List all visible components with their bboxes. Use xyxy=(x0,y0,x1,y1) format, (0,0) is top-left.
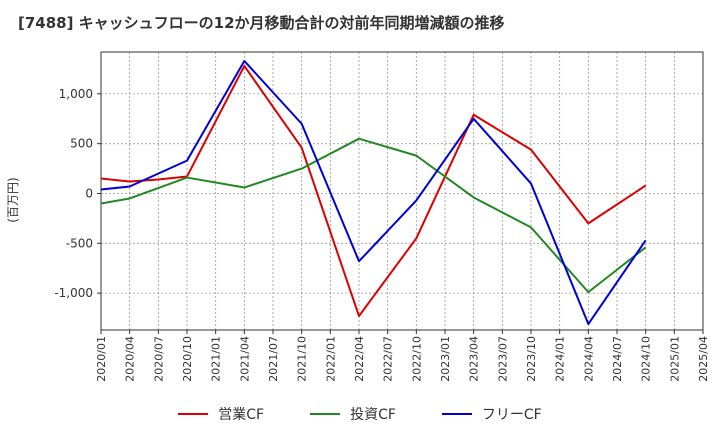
axes: 1,000 500 0 -500 -1,000 2020/01 2020/04 2020/07… xyxy=(54,51,710,382)
legend-swatch-free-cf xyxy=(441,413,472,415)
legend-swatch-operating-cf xyxy=(178,413,209,415)
x-tick-label: 2023/07 xyxy=(496,336,509,382)
series-line-0 xyxy=(100,64,647,318)
x-tick-label: 2022/07 xyxy=(382,336,395,382)
x-tick-label: 2021/01 xyxy=(210,336,223,382)
x-tick-label: 2020/07 xyxy=(152,336,165,382)
x-tick-label: 2022/04 xyxy=(353,336,366,382)
x-tick-label: 2025/04 xyxy=(697,336,710,382)
y-tick-label: 1,000 xyxy=(59,87,93,101)
x-tick-label: 2023/04 xyxy=(468,336,481,382)
y-tick-label: -1,000 xyxy=(54,286,93,300)
legend-label-operating-cf: 営業CF xyxy=(218,407,265,423)
legend-item-free-cf: フリーCF xyxy=(441,404,542,424)
y-tick-label: 500 xyxy=(70,137,93,151)
x-tick-label: 2025/01 xyxy=(668,336,681,382)
legend-swatch-investing-cf xyxy=(310,413,341,415)
series-lines xyxy=(100,59,647,326)
series-line-1 xyxy=(100,137,647,294)
x-tick-label: 2024/04 xyxy=(582,336,595,382)
y-tick-label: -500 xyxy=(66,236,93,250)
x-tick-label: 2024/01 xyxy=(554,336,567,382)
x-tick-label: 2024/07 xyxy=(611,336,624,382)
legend-label-investing-cf: 投資CF xyxy=(350,407,396,423)
x-tick-label: 2023/01 xyxy=(439,336,452,382)
x-tick-label: 2021/07 xyxy=(267,336,280,382)
series-line-2 xyxy=(100,59,647,326)
x-tick-label: 2023/10 xyxy=(525,336,538,382)
legend-item-operating-cf: 営業CF xyxy=(178,404,264,424)
x-tick-label: 2024/10 xyxy=(640,336,653,382)
x-tick-label: 2022/01 xyxy=(324,336,337,382)
x-tick-label: 2020/01 xyxy=(95,336,108,382)
plot-frame xyxy=(100,51,704,331)
chart-title: [7488] キャッシュフローの12か月移動合計の対前年同期増減額の推移 xyxy=(18,14,505,32)
y-axis-label: (百万円) xyxy=(6,177,20,222)
x-tick-label: 2020/10 xyxy=(181,336,194,382)
x-tick-label: 2020/04 xyxy=(124,336,137,382)
legend-item-investing-cf: 投資CF xyxy=(310,404,396,424)
grid xyxy=(100,52,704,330)
x-tick-label: 2021/10 xyxy=(296,336,309,382)
x-tick-label: 2021/04 xyxy=(238,336,251,382)
x-tick-label: 2022/10 xyxy=(410,336,423,382)
y-tick-label: 0 xyxy=(85,186,93,200)
legend: 営業CF 投資CF フリーCF xyxy=(0,404,720,424)
legend-label-free-cf: フリーCF xyxy=(481,407,542,423)
